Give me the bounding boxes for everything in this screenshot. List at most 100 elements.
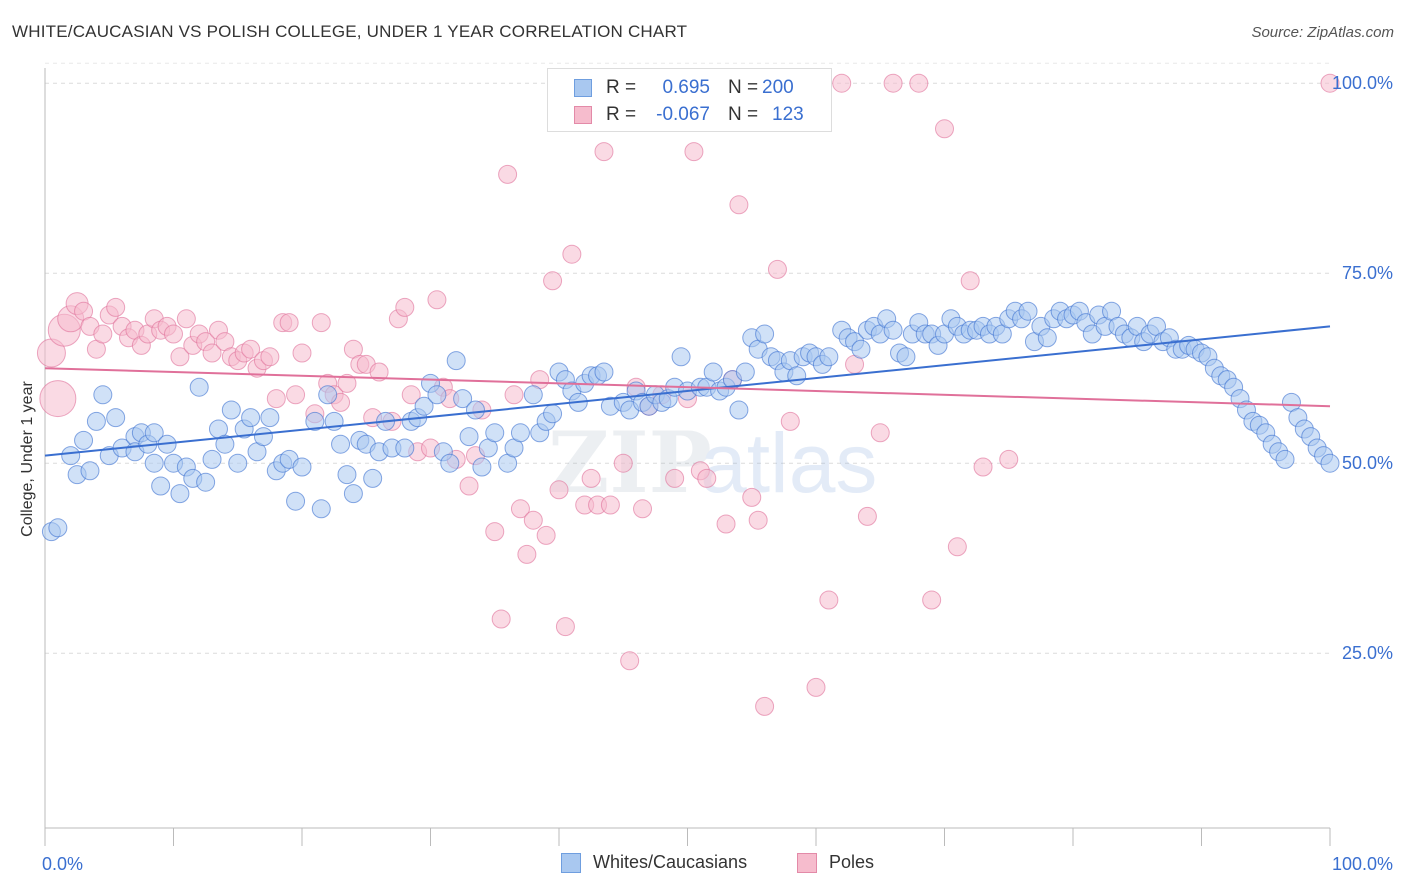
poles-point <box>369 362 389 382</box>
r-label: R = <box>606 77 637 98</box>
whites-point <box>331 434 351 454</box>
poles-point <box>973 457 993 477</box>
poles-point <box>742 487 762 507</box>
poles-point <box>202 343 222 363</box>
poles-point <box>684 142 704 162</box>
poles-point <box>498 164 518 184</box>
whites-point <box>221 400 241 420</box>
whites-point <box>851 339 871 359</box>
poles-point <box>716 514 736 534</box>
legend-label: Poles <box>829 852 875 872</box>
whites-point <box>1275 449 1295 469</box>
tick-labels: 25.0% 50.0% 75.0% 100.0% 0.0% 100.0% <box>42 73 1393 874</box>
poles-point <box>767 259 787 279</box>
whites-point <box>414 396 434 416</box>
poles-point <box>395 297 415 317</box>
whites-point <box>170 484 190 504</box>
poles-point <box>504 385 524 405</box>
whites-point <box>151 476 171 496</box>
whites-point <box>228 453 248 473</box>
y-tick-label: 100.0% <box>1332 73 1393 93</box>
poles-point <box>600 495 620 515</box>
n-label: N = <box>728 104 759 125</box>
y-tick-label: 50.0% <box>1342 453 1393 473</box>
source-label: Source: ZipAtlas.com <box>1251 24 1394 41</box>
poles-point <box>620 651 640 671</box>
whites-point <box>453 389 473 409</box>
whites-point <box>363 468 383 488</box>
poles-point <box>581 468 601 488</box>
poles-point <box>176 309 196 329</box>
whites-swatch <box>561 853 581 873</box>
poles-point <box>555 617 575 637</box>
poles-points <box>36 73 1340 716</box>
poles-point <box>286 385 306 405</box>
poles-point <box>755 696 775 716</box>
whites-point <box>1018 301 1038 321</box>
whites-point <box>253 427 273 447</box>
poles-point <box>260 347 280 367</box>
poles-point <box>292 343 312 363</box>
whites-point <box>459 427 479 447</box>
y-axis-label-wrap: College, Under 1 year <box>10 360 50 560</box>
poles-point <box>170 347 190 367</box>
poles-point <box>870 423 890 443</box>
poles-point <box>748 510 768 530</box>
whites-point <box>671 347 691 367</box>
whites-point <box>446 351 466 371</box>
whites-point <box>1037 328 1057 348</box>
n-value: 200 <box>762 77 794 98</box>
x-tick-label: 0.0% <box>42 854 83 874</box>
poles-point <box>427 290 447 310</box>
poles-point <box>279 313 299 333</box>
whites-point <box>819 347 839 367</box>
whites-point <box>395 438 415 458</box>
poles-swatch <box>574 106 592 124</box>
whites-point <box>48 518 68 538</box>
whites-point <box>86 411 106 431</box>
poles-point <box>536 525 556 545</box>
poles-point <box>594 142 614 162</box>
whites-point <box>896 347 916 367</box>
poles-point <box>819 590 839 610</box>
whites-point <box>196 472 216 492</box>
whites-point <box>703 362 723 382</box>
whites-point <box>189 377 209 397</box>
whites-point <box>292 457 312 477</box>
poles-point <box>510 499 530 519</box>
poles-point <box>857 506 877 526</box>
legend-row-poles: R = -0.067 N = 123 <box>548 102 831 128</box>
poles-point <box>543 271 563 291</box>
axes <box>44 68 1331 846</box>
whites-point <box>144 423 164 443</box>
poles-point <box>883 73 903 93</box>
whites-point <box>543 404 563 424</box>
whites-point <box>729 400 749 420</box>
poles-point <box>935 119 954 139</box>
whites-point <box>144 453 164 473</box>
poles-point <box>241 339 261 359</box>
whites-trend-line <box>44 325 1331 457</box>
poles-point <box>780 411 800 431</box>
correlation-legend: R = 0.695 N = 200 R = -0.067 N = 123 <box>547 68 832 132</box>
legend-label: Whites/Caucasians <box>593 852 748 872</box>
whites-point <box>1320 453 1340 473</box>
poles-point <box>523 510 543 530</box>
poles-point <box>337 373 357 393</box>
poles-point <box>517 544 537 564</box>
whites-point <box>465 400 485 420</box>
poles-point <box>947 537 967 557</box>
poles-point <box>613 453 633 473</box>
poles-point <box>491 609 511 629</box>
y-axis-label: College, Under 1 year <box>19 381 36 537</box>
poles-point <box>562 244 582 264</box>
poles-swatch <box>797 853 817 873</box>
whites-point <box>787 366 807 386</box>
r-value: 0.695 <box>662 77 710 98</box>
whites-point <box>61 446 81 466</box>
whites-point <box>427 385 447 405</box>
poles-point <box>999 449 1019 469</box>
whites-point <box>523 385 543 405</box>
whites-point <box>472 457 492 477</box>
